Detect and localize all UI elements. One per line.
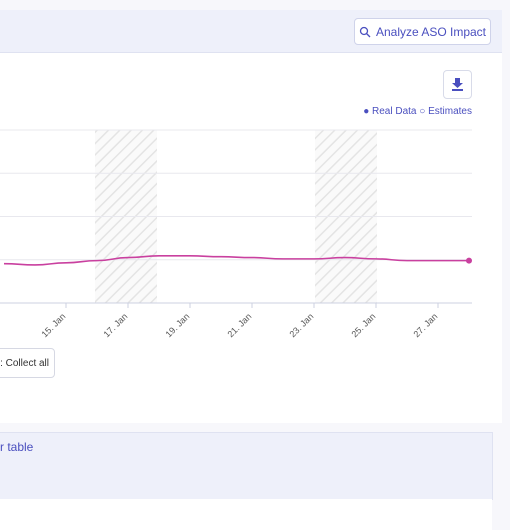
table-section [0,432,493,500]
legend-item[interactable]: ● Real Data [363,106,417,117]
x-tick-label: 23. Jan [287,311,315,339]
x-tick-label: 25. Jan [349,311,377,339]
x-tick-label: 15. Jan [39,311,67,339]
download-icon [452,78,463,91]
legend: ● Real Data ○ Estimates [363,106,472,117]
table-link[interactable]: r table [0,440,34,454]
chart: 15. Jan 17. Jan 19. Jan 21. Jan 23. Jan 25. J… [0,129,472,339]
x-tick-label: 21. Jan [225,311,253,339]
legend-item[interactable]: ○ Estimates [419,106,472,117]
collect-all-button[interactable]: s: Collect all [0,348,55,378]
legend-label: Real Data [372,106,417,117]
analyze-aso-label: Analyze ASO Impact [375,24,487,39]
legend-label: Estimates [428,106,472,117]
analyze-aso-button[interactable]: Analyze ASO Impact [354,18,491,45]
series-line [3,255,469,266]
x-tick-label: 19. Jan [163,311,191,339]
x-tick-label: 27. Jan [411,311,439,339]
x-tick-label: 17. Jan [101,311,129,339]
aso-icon [359,26,371,37]
download-button[interactable] [443,70,472,99]
collect-all-label: s: Collect all [0,357,49,369]
chart-panel [0,53,502,423]
bottom-area [0,499,492,530]
end-point [466,257,472,264]
